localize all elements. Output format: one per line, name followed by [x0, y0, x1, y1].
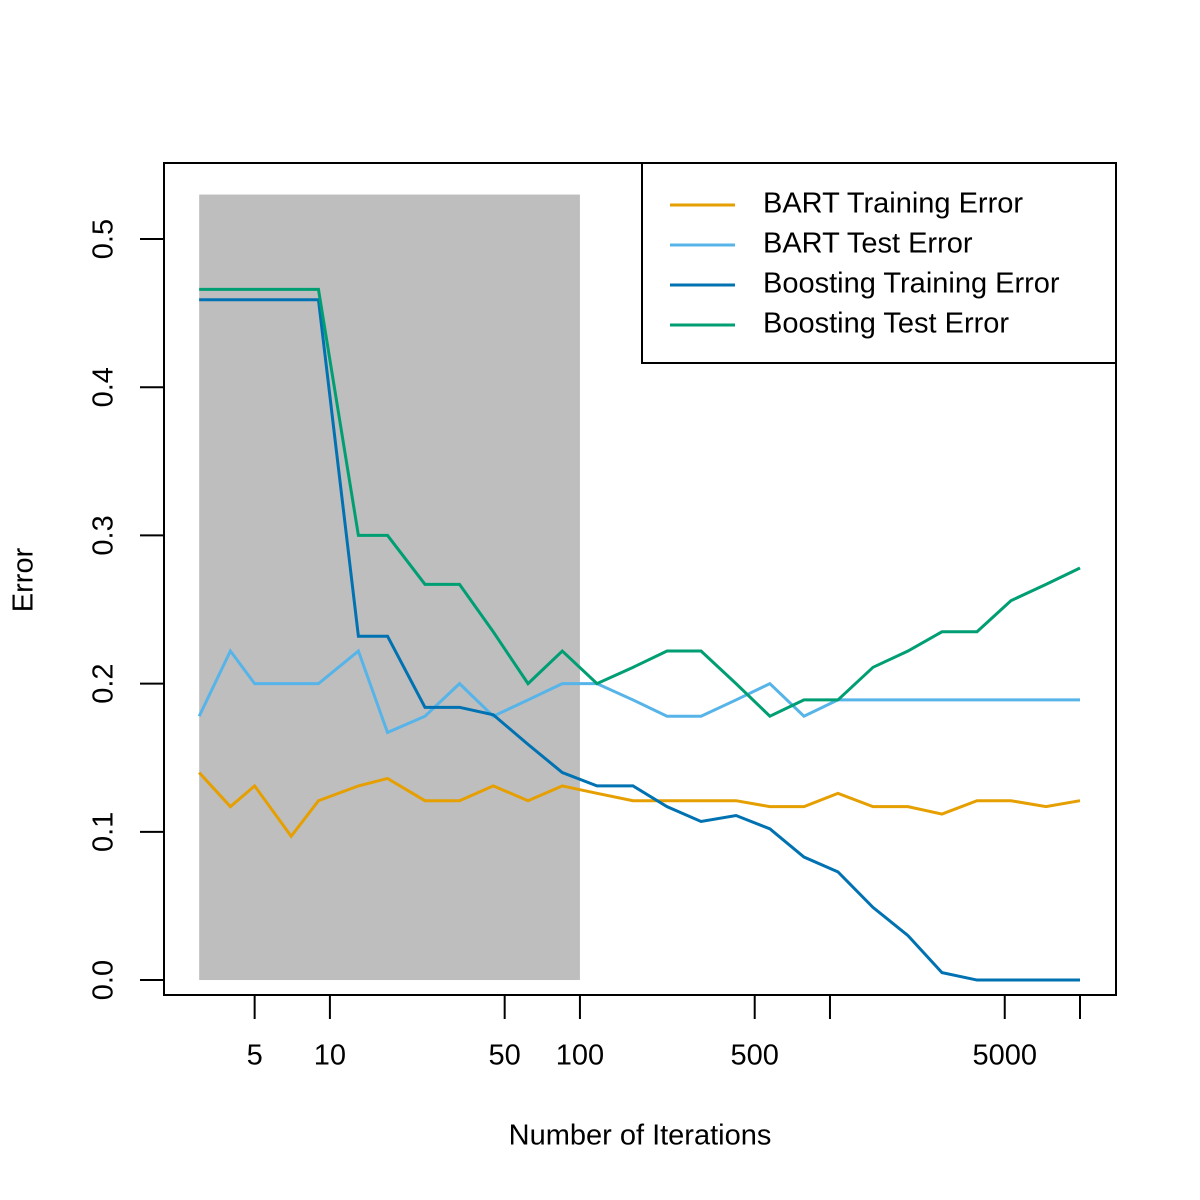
x-tick-label: 10 [314, 1040, 346, 1072]
x-tick-label: 5 [247, 1040, 263, 1072]
series-line [199, 287, 1081, 719]
y-tick-label: 0.0 [88, 960, 120, 1000]
y-tick-label: 0.2 [88, 663, 120, 703]
legend-label: Boosting Test Error [763, 308, 1009, 340]
legend-box [641, 162, 1117, 364]
series-line [198, 771, 1081, 839]
x-tick-label: 500 [731, 1040, 779, 1072]
y-tick-label: 0.4 [88, 367, 120, 407]
x-tick-label: 50 [489, 1040, 521, 1072]
x-tick-label: 100 [556, 1040, 604, 1072]
y-axis-label: Error [8, 547, 40, 612]
series-line [199, 298, 1081, 982]
x-axis-label: Number of Iterations [509, 1120, 772, 1152]
legend-label: Boosting Training Error [763, 268, 1060, 300]
x-tick-label: 5000 [972, 1040, 1037, 1072]
highlight-region [199, 194, 580, 981]
series-line [197, 648, 1081, 735]
y-tick-label: 0.1 [88, 812, 120, 852]
legend-label: BART Training Error [763, 188, 1023, 220]
y-tick-label: 0.5 [88, 219, 120, 259]
legend-label: BART Test Error [763, 228, 973, 260]
y-tick-label: 0.3 [88, 515, 120, 555]
